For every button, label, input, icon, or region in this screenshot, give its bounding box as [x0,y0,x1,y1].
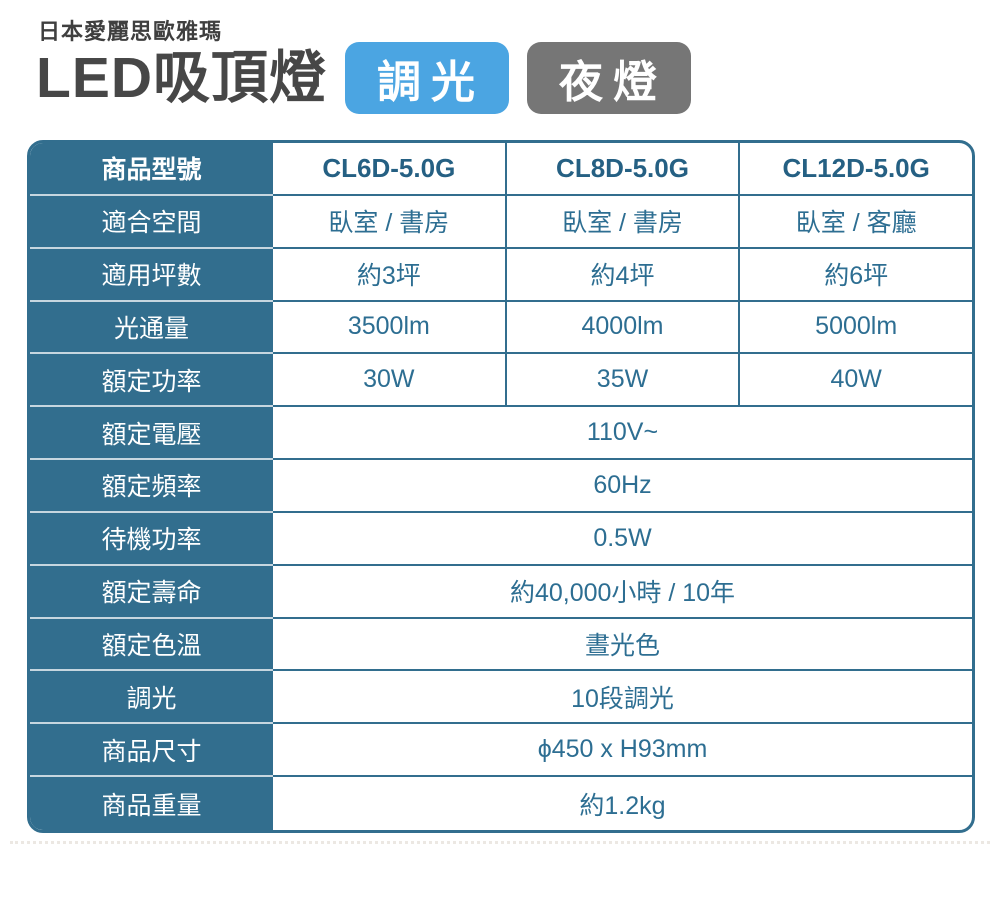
table-row-standby: 待機功率 0.5W [30,512,972,566]
spec-value-span: 晝光色 [273,619,972,672]
row-label: 額定電壓 [30,407,273,461]
spec-value-span: 約1.2kg [579,791,666,820]
brand-text: 日本愛麗思歐雅瑪 [38,19,223,44]
table-row-voltage: 額定電壓 110V~ [30,407,972,461]
row-label: 額定壽命 [30,565,273,619]
spec-value-span: 10段調光 [273,671,972,725]
table-row-dimensions: 商品尺寸 ϕ450 x H93mm [30,724,972,778]
spec-table: 商品型號 CL6D-5.0G CL8D-5.0G CL12D-5.0G 適合空間… [27,140,975,833]
spec-value-span: ϕ450 x H93mm [273,724,972,778]
row-label: 待機功率 [30,512,273,566]
dotted-divider [10,841,990,844]
row-label-model: 商品型號 [30,143,273,196]
table-row-lifespan: 額定壽命 約40,000小時 / 10年 [30,565,972,619]
spec-value: 臥室 / 書房 [273,196,505,249]
table-row-dimming: 調光 10段調光 [30,671,972,725]
table-header-row: 商品型號 CL6D-5.0G CL8D-5.0G CL12D-5.0G [30,143,972,196]
model-cl8d: CL8D-5.0G [504,143,739,196]
table-row-lumen: 光通量 3500lm 4000lm 5000lm [30,301,972,355]
row-label: 調光 [30,671,273,725]
spec-value: 3500lm [273,302,505,355]
spec-value-span: 60Hz [273,460,972,513]
spec-value-span: 約40,000小時 / 10年 [273,566,972,619]
model-cl6d: CL6D-5.0G [273,143,505,196]
spec-value: 臥室 / 客廳 [738,195,972,249]
title-row: LED吸頂燈 調光 夜燈 [36,42,691,114]
table-row-frequency: 額定頻率 60Hz [30,460,972,513]
row-label: 適合空間 [30,195,273,249]
spec-value: 約6坪 [738,248,972,302]
row-label: 商品重量 [30,777,273,830]
spec-value-span: 110V~ [273,407,972,461]
spec-value: 約3坪 [273,249,505,302]
table-row-power: 額定功率 30W 35W 40W [30,354,972,408]
row-label: 額定功率 [30,354,273,408]
spec-value: 約4坪 [504,248,739,302]
row-label: 額定色溫 [30,618,273,672]
table-row-space: 適合空間 臥室 / 書房 臥室 / 書房 臥室 / 客廳 [30,195,972,249]
table-row-weight: 商品重量 約1.2kg [30,777,972,830]
row-label: 光通量 [30,301,273,355]
page-title: LED吸頂燈 [36,46,327,110]
spec-value: 4000lm [504,301,739,355]
badge-dimmable: 調光 [345,42,509,114]
spec-value-span: 0.5W [273,513,972,566]
row-label: 適用坪數 [30,248,273,302]
row-label: 額定頻率 [30,460,273,513]
table-row-color-temp: 額定色溫 晝光色 [30,618,972,672]
badge-nightlight: 夜燈 [527,42,691,114]
spec-value: 30W [273,354,505,408]
table-row-area: 適用坪數 約3坪 約4坪 約6坪 [30,248,972,302]
spec-value: 5000lm [738,301,972,355]
spec-value: 40W [738,354,972,408]
spec-value: 臥室 / 書房 [504,195,739,249]
row-label: 商品尺寸 [30,724,273,778]
spec-value: 35W [504,354,739,408]
model-cl12d: CL12D-5.0G [738,143,972,196]
